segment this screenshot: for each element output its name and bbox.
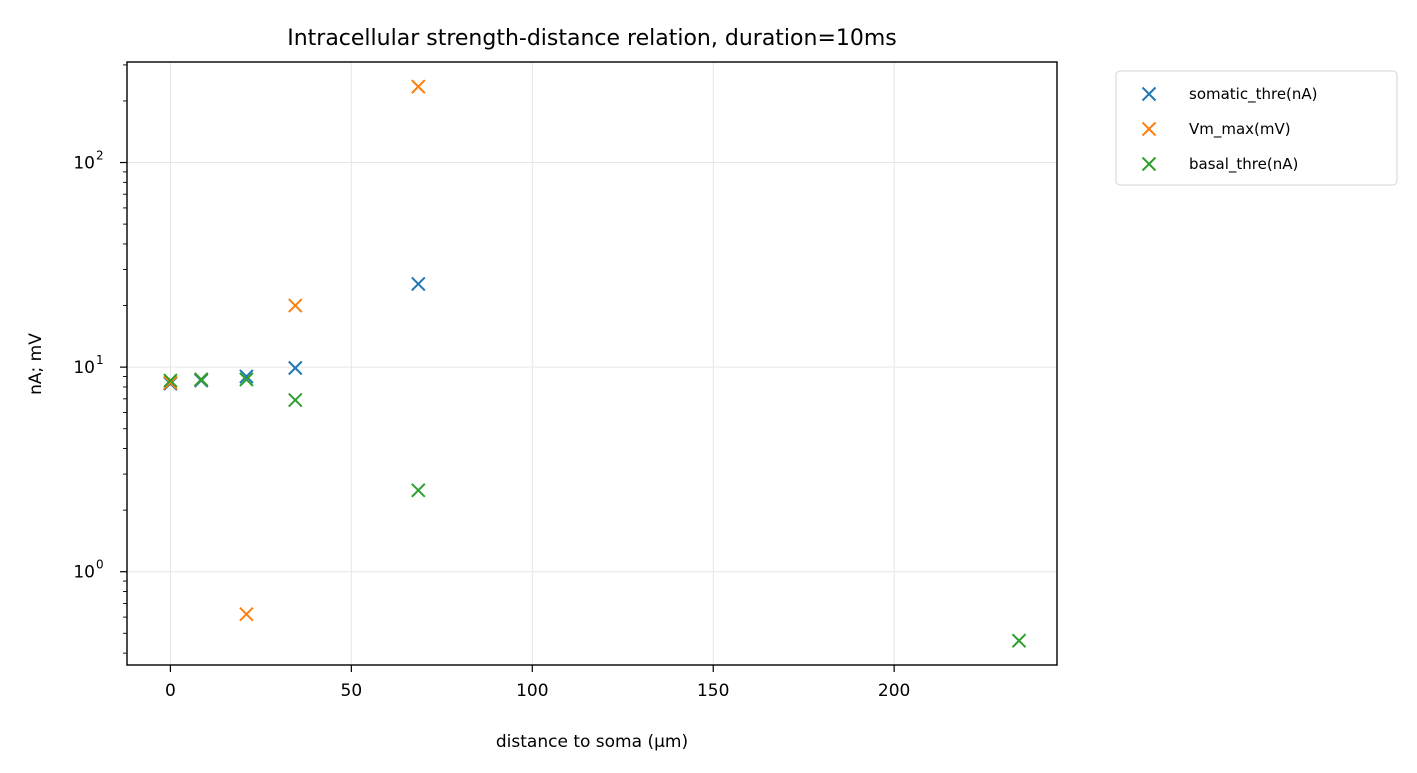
data-point-series-2: [193, 372, 209, 387]
y-tick-label: 10: [73, 154, 95, 174]
legend: somatic_thre(nA) Vm_max(mV) basal_thre(nA): [1115, 70, 1398, 186]
legend-marker: [1141, 156, 1157, 172]
y-tick-exponent: 1: [96, 353, 104, 367]
data-point-series-2: [411, 483, 426, 498]
y-tick-base: 10: [73, 563, 95, 583]
data-point-series-0: [288, 360, 303, 376]
data-point-series-1: [239, 606, 254, 622]
data-point-series-2: [163, 373, 178, 388]
y-tick-base: 10: [73, 358, 95, 378]
data-point-series-2: [1011, 633, 1027, 648]
legend-box: [1115, 70, 1398, 186]
data-point-series-1: [288, 298, 303, 313]
legend-marker: [1141, 121, 1157, 137]
x-tick-label: 100: [516, 681, 548, 701]
legend-label: Vm_max(mV): [1189, 120, 1291, 139]
data-point-series-2: [239, 372, 254, 387]
data-point-series-1: [411, 79, 426, 94]
legend-label: somatic_thre(nA): [1189, 85, 1318, 104]
plot-frame: [126, 61, 1058, 666]
y-axis-label: nA; mV: [26, 333, 46, 395]
x-tick-label: 0: [165, 681, 176, 701]
x-axis-label: distance to soma (µm): [496, 732, 688, 752]
grid: [127, 62, 1057, 665]
y-tick-exponent: 2: [96, 149, 104, 163]
x-tick-label: 200: [878, 681, 910, 701]
y-tick-label: 10: [73, 563, 95, 583]
data-points: [163, 79, 1027, 648]
legend-marker: [1141, 86, 1157, 102]
data-point-series-0: [239, 369, 254, 384]
y-tick-exponent: 0: [96, 558, 104, 572]
y-tick-label: 10: [73, 358, 95, 378]
data-point-series-0: [411, 276, 426, 292]
data-point-series-1: [163, 375, 178, 390]
chart-title: Intracellular strength-distance relation…: [287, 26, 897, 51]
legend-label: basal_thre(nA): [1189, 155, 1298, 174]
x-tick-label: 50: [341, 681, 363, 701]
x-tick-label: 150: [697, 681, 729, 701]
data-point-series-2: [288, 392, 303, 408]
y-tick-base: 10: [73, 154, 95, 174]
